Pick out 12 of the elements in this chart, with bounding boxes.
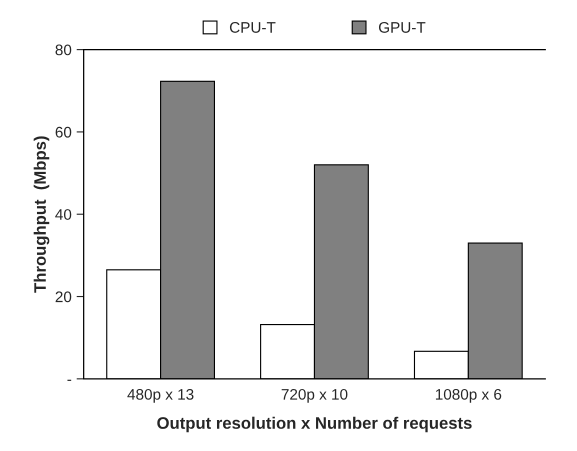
x-tick-label: 720p x 10 [282,388,348,403]
y-tick-label: 60 [56,126,72,138]
y-tick-label: 80 [56,44,72,56]
y-tick-label: - [67,380,72,381]
legend-label: CPU-T [230,22,276,33]
y-tick-label: 20 [56,291,72,302]
y-tick-label: 40 [55,209,72,220]
x-tick-label: 480p x 13 [127,388,194,403]
x-axis-title: Output resolution x Number of requests [157,416,472,432]
x-tick-label: 1080p x 6 [436,388,502,403]
y-axis-title: Throughput (Mbps) [34,136,50,293]
legend-label: GPU-T [378,22,426,33]
